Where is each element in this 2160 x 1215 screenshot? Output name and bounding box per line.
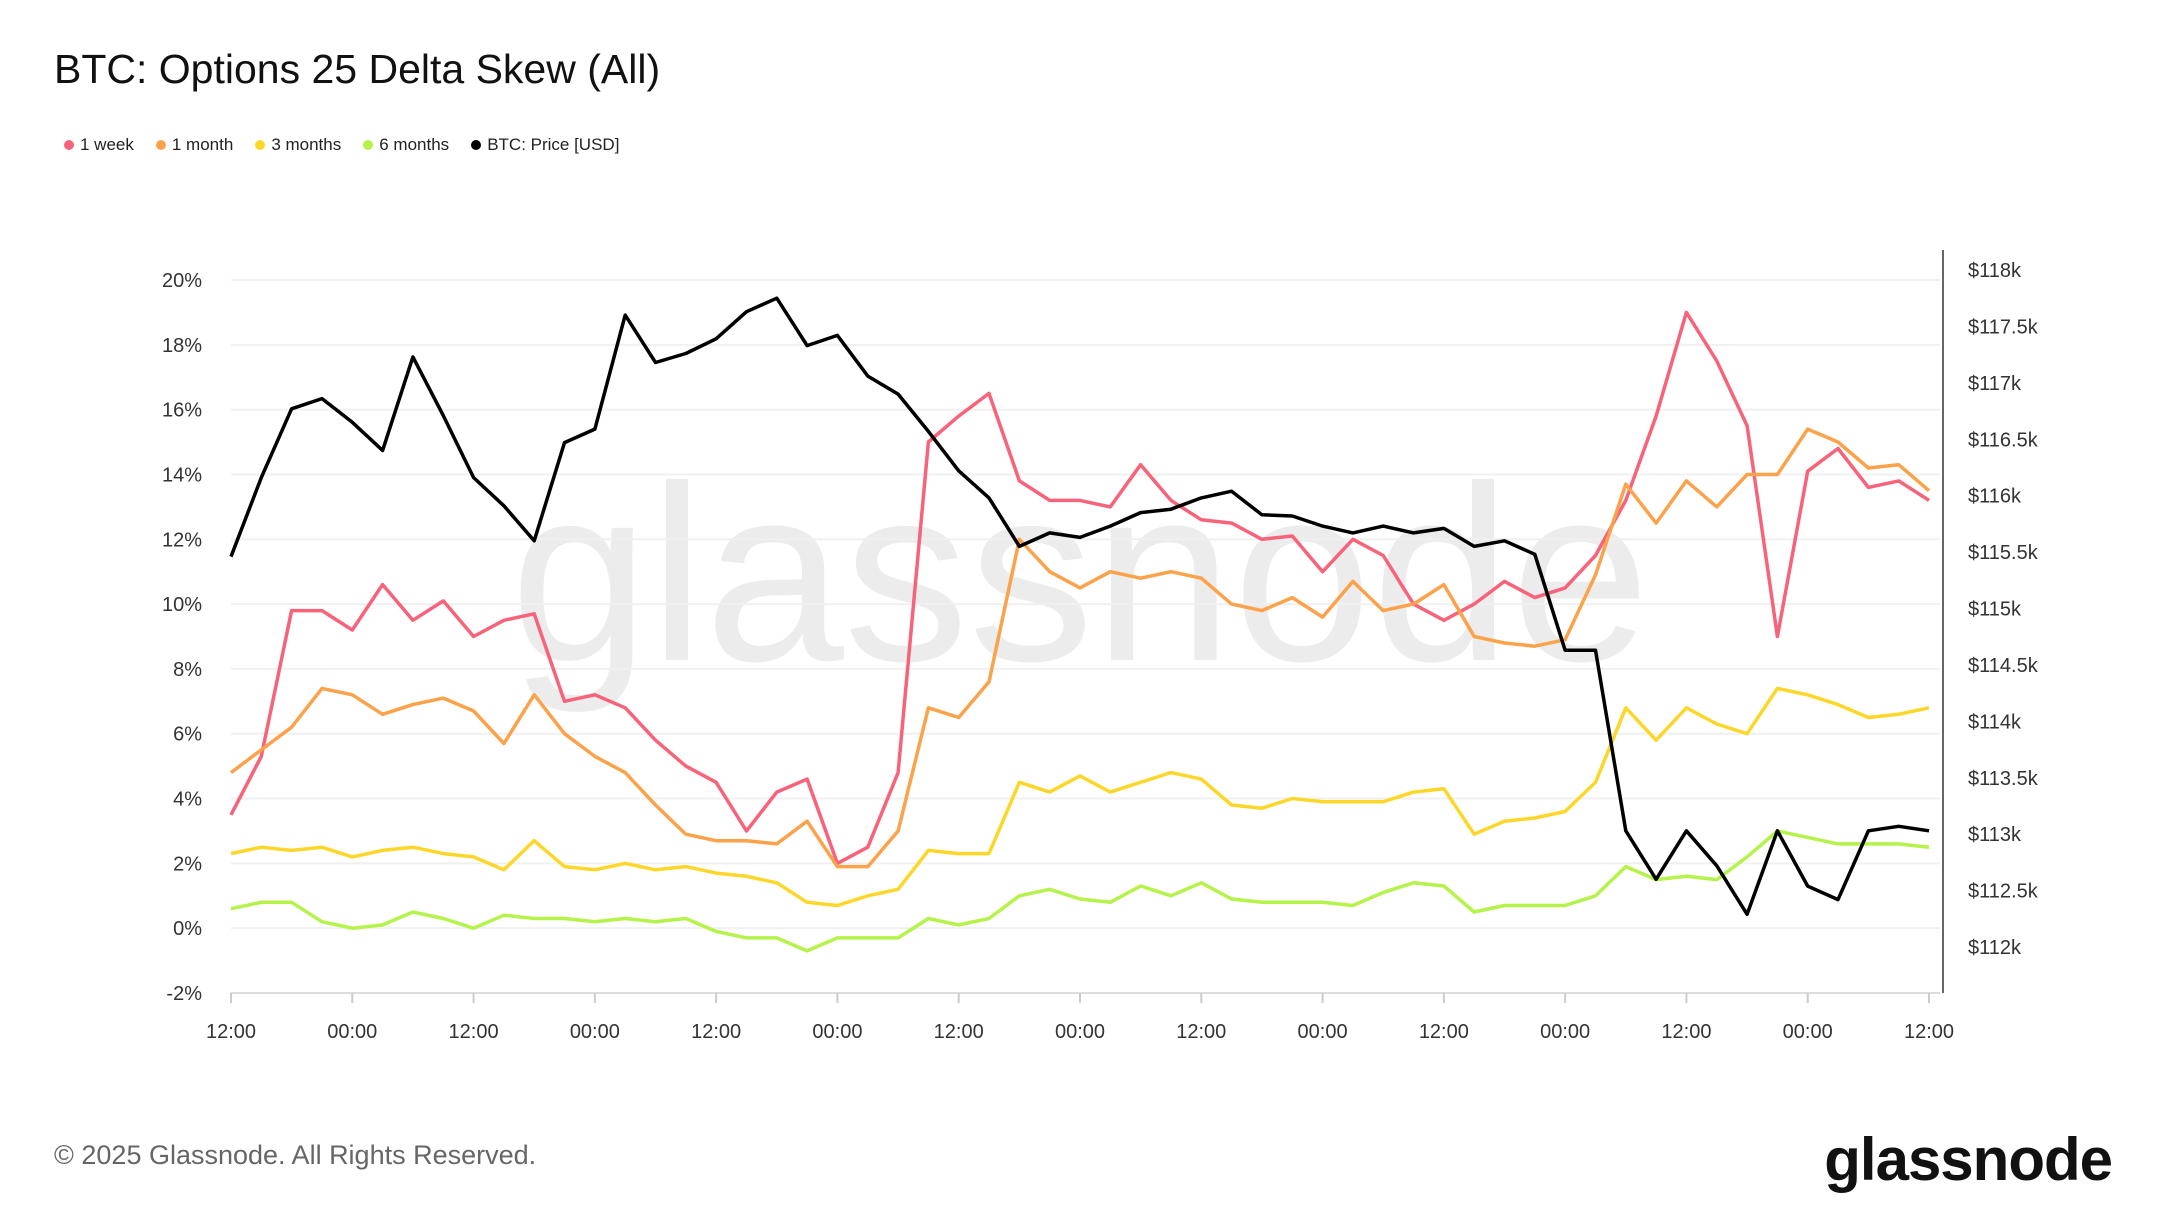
x-tick-label: 00:00: [1783, 1021, 1833, 1043]
y2-tick-label: $117.5k: [1968, 316, 2039, 338]
glassnode-logo[interactable]: glassnode: [1824, 1126, 2113, 1193]
x-tick-label: 00:00: [812, 1021, 862, 1043]
x-tick-label: 12:00: [206, 1021, 256, 1043]
legend-dot-icon: [64, 140, 74, 150]
legend-label: 3 months: [271, 135, 342, 154]
y-tick-label: 0%: [173, 918, 202, 940]
y-tick-label: 18%: [162, 335, 202, 357]
y-tick-label: -2%: [166, 983, 202, 1005]
y-tick-label: 10%: [162, 594, 202, 616]
legend-label: 6 months: [379, 135, 450, 154]
series-line-6-months[interactable]: [230, 829, 1930, 953]
x-tick-label: 00:00: [1298, 1021, 1348, 1043]
x-tick-label: 12:00: [1419, 1021, 1469, 1043]
legend-item[interactable]: 3 months: [255, 135, 341, 155]
series-line-btc-price-usd[interactable]: [229, 296, 1930, 917]
y-tick-label: 8%: [173, 659, 202, 681]
legend-dot-icon: [363, 140, 374, 150]
y2-tick-label: $112.5k: [1968, 881, 2039, 903]
x-tick-label: 12:00: [1904, 1021, 1954, 1043]
series-line-1-week[interactable]: [229, 310, 1930, 866]
y2-tick-label: $118k: [1968, 260, 2022, 282]
legend-dot-icon: [155, 140, 166, 150]
series-line-1-month[interactable]: [229, 427, 1931, 869]
y2-tick-label: $115.5k: [1968, 542, 2039, 564]
y-tick-label: 20%: [162, 270, 202, 292]
x-tick-label: 12:00: [1661, 1021, 1711, 1043]
legend-label: 1 week: [80, 135, 134, 154]
y-tick-label: 14%: [162, 464, 202, 486]
legend-label: 1 month: [171, 135, 234, 154]
y-tick-label: 4%: [173, 789, 202, 811]
watermark: glassnode: [510, 434, 1650, 713]
x-tick-label: 00:00: [1055, 1021, 1105, 1043]
legend-dot-icon: [471, 140, 482, 150]
y2-tick-label: $113k: [1968, 824, 2022, 846]
legend-item[interactable]: 1 month: [155, 135, 234, 155]
y-tick-label: 12%: [162, 529, 202, 551]
x-tick-label: 12:00: [934, 1021, 984, 1043]
y2-tick-label: $114k: [1968, 711, 2022, 733]
chart-title: BTC: Options 25 Delta Skew (All): [54, 46, 661, 92]
y2-tick-label: $116.5k: [1968, 429, 2039, 451]
x-tick-label: 00:00: [1540, 1021, 1590, 1043]
y-tick-label: 6%: [173, 724, 202, 746]
y-tick-label: 2%: [173, 853, 202, 875]
x-tick-label: 00:00: [570, 1021, 620, 1043]
legend-label: BTC: Price [USD]: [487, 135, 620, 154]
legend-item[interactable]: 1 week: [64, 135, 134, 155]
x-tick-label: 12:00: [1176, 1021, 1226, 1043]
x-tick-label: 12:00: [449, 1021, 499, 1043]
series-line-3-months[interactable]: [230, 686, 1930, 908]
y2-tick-label: $117k: [1968, 373, 2022, 395]
x-tick-label: 00:00: [327, 1021, 377, 1043]
legend: 1 week 1 month 3 months 6 months BTC: Price …: [64, 135, 619, 155]
copyright: © 2025 Glassnode. All Rights Reserved.: [54, 1140, 537, 1170]
y2-tick-label: $112k: [1968, 937, 2022, 959]
y-tick-label: 16%: [162, 400, 202, 422]
legend-item[interactable]: 6 months: [363, 135, 449, 155]
legend-dot-icon: [255, 140, 266, 150]
y2-tick-label: $116k: [1968, 486, 2022, 508]
x-tick-label: 12:00: [691, 1021, 741, 1043]
y2-tick-label: $113.5k: [1968, 768, 2039, 790]
y2-tick-label: $115k: [1968, 599, 2022, 621]
legend-item[interactable]: BTC: Price [USD]: [471, 135, 619, 155]
y2-tick-label: $114.5k: [1968, 655, 2039, 677]
